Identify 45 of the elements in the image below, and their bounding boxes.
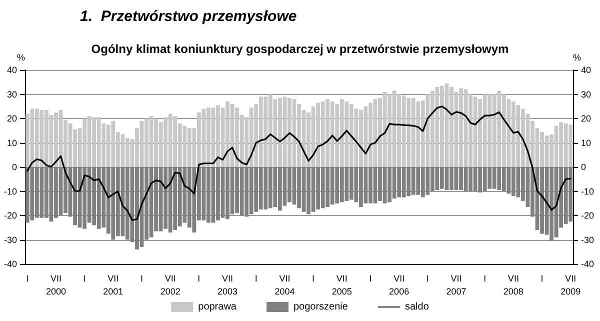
y2-tick-label: 0 xyxy=(581,162,586,172)
chart-title: 1. Przetwórstwo przemysłowe xyxy=(80,8,297,25)
x-tick-label: I xyxy=(312,274,315,284)
x-tick-label: I xyxy=(484,274,486,284)
x-tick-label: I xyxy=(140,274,144,284)
x-tick-label: VII 2004 xyxy=(274,274,295,296)
x-tick-label: I xyxy=(254,274,258,284)
y-tick-label: 40 xyxy=(6,65,17,75)
x-tick-label: VII 2002 xyxy=(160,274,180,296)
x-tick-label: VII 2009 xyxy=(560,274,581,296)
legend-label: poprawa xyxy=(198,302,237,312)
x-tick-label: VII 2006 xyxy=(389,274,410,296)
y2-tick-label: 10 xyxy=(581,138,592,148)
y2-axis-title: % xyxy=(573,52,582,62)
y-tick-label: 20 xyxy=(6,114,17,124)
x-tick-label: VII 2001 xyxy=(103,274,124,296)
x-tick-label: I xyxy=(198,274,200,284)
x-tick-label: I xyxy=(426,274,429,284)
x-tick-label: I xyxy=(83,274,86,284)
y2-tick-label: 30 xyxy=(581,89,592,100)
y-tick-label: -40 xyxy=(4,259,17,269)
y-tick-label: 10 xyxy=(6,138,17,148)
legend-label: saldo xyxy=(404,302,430,312)
y2-tick-label: -10 xyxy=(581,186,594,196)
x-tick-label: VII 2000 xyxy=(46,274,66,296)
x-tick-label: VII 2007 xyxy=(446,274,466,296)
y2-tick-label: 40 xyxy=(581,65,592,75)
y-axis-title: % xyxy=(16,52,25,62)
y-tick-label: 0 xyxy=(12,162,17,172)
x-tick-label: I xyxy=(369,274,372,284)
legend-label: pogorszenie xyxy=(293,302,348,312)
y2-tick-label: -20 xyxy=(581,210,594,220)
chart-subtitle: Ogólny klimat koniunktury gospodarczej w przetwórstwie przemysłowym xyxy=(91,42,509,56)
y2-tick-label: 20 xyxy=(581,114,592,124)
y-tick-label: -10 xyxy=(4,186,17,196)
y2-tick-label: -30 xyxy=(581,234,594,245)
x-tick-label: VII 2008 xyxy=(503,274,524,296)
y-tick-label: 30 xyxy=(6,89,17,100)
y2-tick-label: -40 xyxy=(581,259,594,269)
x-tick-label: I xyxy=(540,274,544,284)
y-tick-label: -30 xyxy=(4,234,17,245)
x-tick-label: VII 2003 xyxy=(218,274,238,296)
x-tick-label: I xyxy=(26,274,29,284)
y-tick-label: -20 xyxy=(4,210,17,220)
x-tick-label: VII 2005 xyxy=(332,274,352,296)
